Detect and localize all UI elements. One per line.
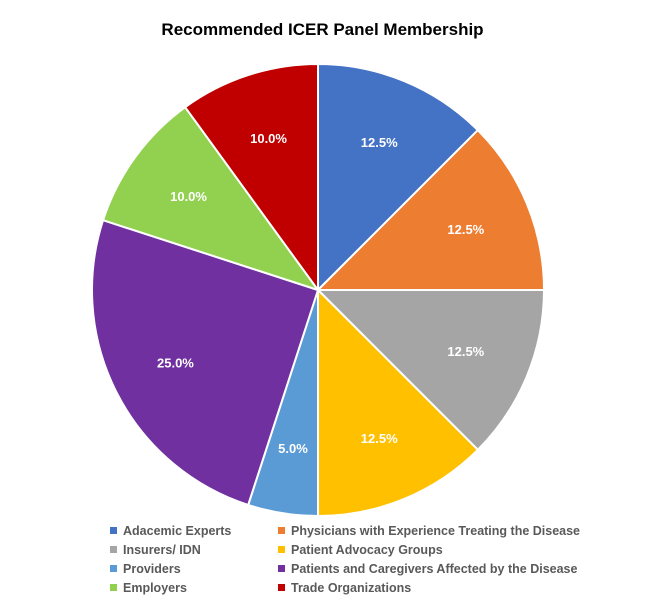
legend-swatch-0 <box>110 527 117 534</box>
legend-label-0: Adacemic Experts <box>123 523 232 538</box>
slice-data-label-0: 12.5% <box>361 135 398 150</box>
legend-label-5: Patients and Caregivers Affected by the … <box>291 561 578 576</box>
legend-swatch-1 <box>278 527 285 534</box>
legend-label-1: Physicians with Experience Treating the … <box>291 523 581 538</box>
legend-label-4: Providers <box>123 561 181 576</box>
chart-title: Recommended ICER Panel Membership <box>161 20 484 39</box>
legend-swatch-3 <box>278 546 285 553</box>
legend-item-7: Trade Organizations <box>278 579 610 596</box>
pie-slice-3 <box>317 287 480 518</box>
legend-swatch-7 <box>278 584 285 591</box>
slice-data-label-4: 5.0% <box>278 441 308 456</box>
legend-label-2: Insurers/ IDN <box>123 542 201 557</box>
chart-legend: Adacemic Experts Physicians with Experien… <box>110 522 610 596</box>
pie-slice-6 <box>101 105 321 292</box>
slice-data-label-3: 12.5% <box>361 431 398 446</box>
legend-item-4: Providers <box>110 560 278 577</box>
legend-swatch-5 <box>278 565 285 572</box>
slice-data-label-6: 10.0% <box>170 189 207 204</box>
pie-slice-1 <box>315 128 546 291</box>
legend-label-6: Employers <box>123 580 187 595</box>
pie-slice-2 <box>315 289 546 452</box>
legend-item-3: Patient Advocacy Groups <box>278 541 610 558</box>
pie-slice-0 <box>317 62 480 293</box>
legend-swatch-6 <box>110 584 117 591</box>
legend-item-6: Employers <box>110 579 278 596</box>
legend-item-2: Insurers/ IDN <box>110 541 278 558</box>
pie-slice-5 <box>91 218 320 507</box>
legend-item-0: Adacemic Experts <box>110 522 278 539</box>
legend-label-3: Patient Advocacy Groups <box>291 542 443 557</box>
slice-data-label-2: 12.5% <box>447 344 484 359</box>
slice-data-label-7: 10.0% <box>250 131 287 146</box>
pie-chart: 12.5% 12.5% 12.5% 12.5% 5.0% 25.0% 10.0% 10.0% <box>91 62 546 518</box>
slice-data-label-1: 12.5% <box>447 222 484 237</box>
slice-data-label-5: 25.0% <box>157 356 194 371</box>
pie-slice-7 <box>183 62 319 294</box>
legend-item-5: Patients and Caregivers Affected by the … <box>278 560 610 577</box>
legend-item-1: Physicians with Experience Treating the … <box>278 522 610 539</box>
legend-swatch-2 <box>110 546 117 553</box>
legend-swatch-4 <box>110 565 117 572</box>
legend-label-7: Trade Organizations <box>291 580 412 595</box>
